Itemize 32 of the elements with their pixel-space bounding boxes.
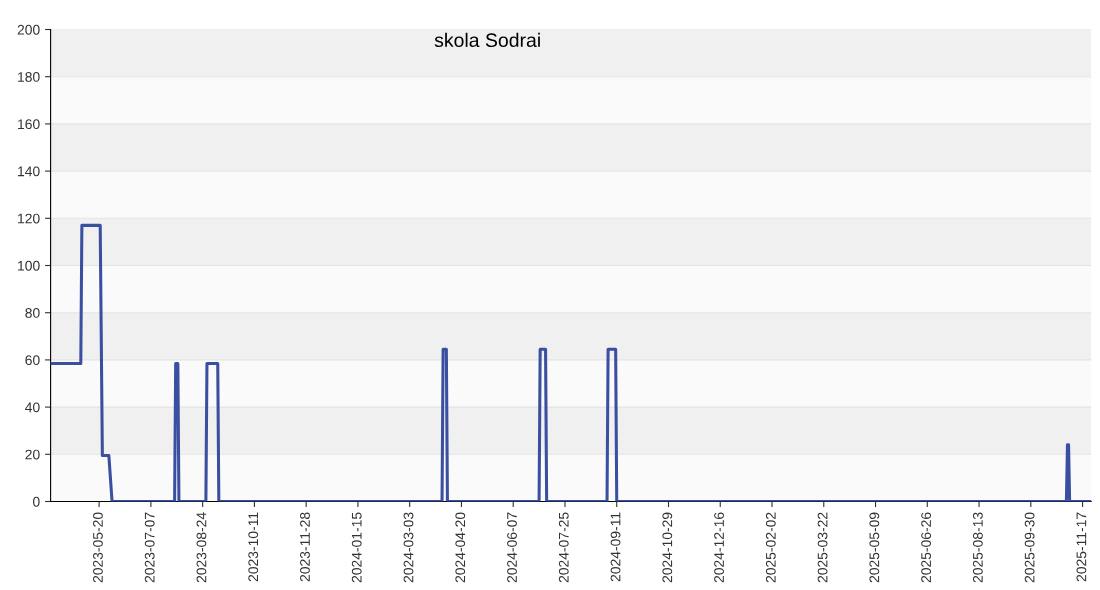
- x-tick-label: 2023-08-24: [196, 512, 207, 583]
- x-tick-label: 2023-07-07: [144, 512, 155, 583]
- y-tick-label: 40: [25, 402, 40, 413]
- y-tick-label: 100: [18, 260, 40, 271]
- x-tick-label: 2025-09-30: [1024, 512, 1035, 583]
- x-tick-label: 2024-12-16: [714, 512, 724, 583]
- x-tick-label: 2025-11-17: [1076, 512, 1087, 582]
- x-tick-label: 2024-03-03: [403, 512, 414, 583]
- x-tick-label: 2025-02-02: [765, 512, 776, 583]
- x-tick-label: 2024-04-20: [455, 512, 466, 583]
- y-tick-label: 120: [18, 213, 40, 224]
- x-tick-label: 2025-03-22: [817, 512, 828, 583]
- x-tick-label: 2023-11-28: [300, 512, 310, 582]
- y-tick-label: 80: [25, 308, 40, 318]
- x-tick-label: 2024-06-07: [507, 512, 517, 583]
- y-tick-label: 200: [17, 24, 40, 35]
- x-tick-label: 2025-08-13: [972, 512, 983, 583]
- y-tick-label: 60: [25, 355, 40, 366]
- y-tick-label: 0: [33, 496, 40, 507]
- x-tick-label: 2025-05-09: [869, 512, 880, 583]
- y-tick-label: 20: [25, 449, 40, 460]
- y-tick-label: 180: [18, 72, 40, 82]
- y-tick-label: 140: [18, 166, 40, 177]
- x-tick-label: 2024-09-11: [610, 512, 621, 582]
- x-tick-label: 2024-01-15: [351, 512, 362, 583]
- x-tick-label: 2024-07-25: [558, 512, 569, 583]
- x-tick-label: 2023-05-20: [93, 512, 103, 583]
- x-tick-label: 2025-06-26: [921, 512, 932, 583]
- x-tick-label: 2023-10-11: [248, 512, 259, 582]
- y-tick-label: 160: [18, 119, 40, 130]
- x-tick-label: 2024-10-29: [662, 512, 673, 583]
- chart-title: skola Sodrai: [434, 32, 540, 48]
